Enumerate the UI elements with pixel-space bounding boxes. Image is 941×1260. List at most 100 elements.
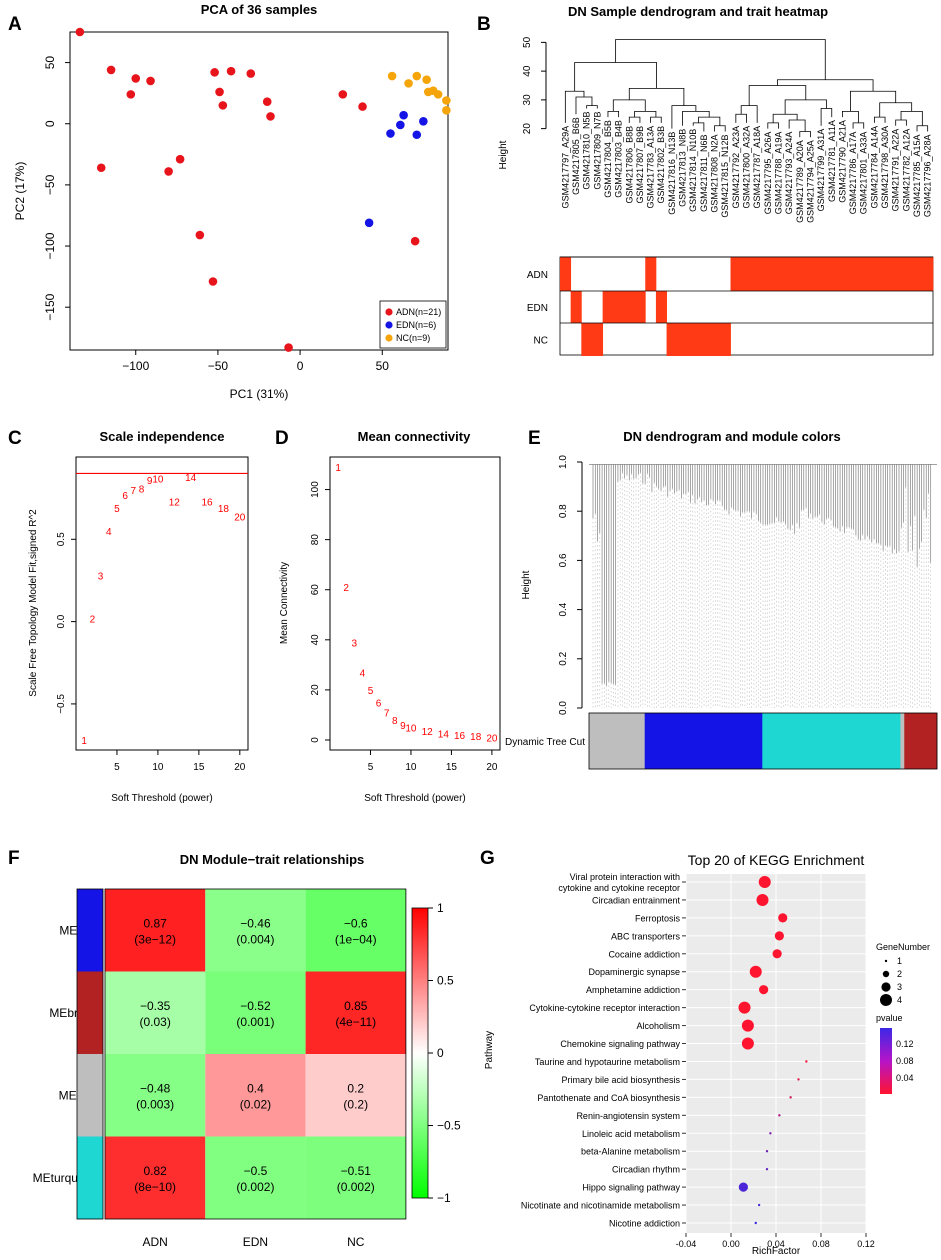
panel-label-b: B: [477, 14, 491, 35]
g-pathway-label: Viral protein interaction with cytokine a…: [558, 872, 680, 893]
b-dendrogram-branch: [628, 87, 685, 106]
pca-point-adn: [338, 90, 348, 99]
b-heat-cell: [677, 323, 689, 356]
f-cbar-label: −0.5: [437, 1119, 461, 1133]
pca-point-nc: [442, 105, 451, 115]
legend-edn: EDN(n=6): [396, 320, 436, 330]
b-sample-label: GSM4217797_A29A: [560, 126, 570, 209]
pca-point-adn: [410, 236, 420, 246]
b-sample-label: GSM4217801_A33A: [859, 132, 869, 215]
b-sample-label: GSM4217815_N12B: [720, 135, 730, 218]
f-heat-cell: [105, 971, 206, 1054]
panel-g: Top 20 of KEGG Enrichment Viral protein …: [484, 852, 930, 1257]
e-module-frame: [588, 712, 938, 770]
b-dendrogram-branch: [586, 105, 598, 109]
pca-point-adn: [210, 68, 219, 77]
f-cell-correlation: −0.35: [140, 999, 171, 1013]
b-sample-label: GSM4217810_N5B: [582, 112, 592, 190]
panel-c: Scale independence 5 10 15 20−0.50.00.5 123…: [28, 429, 249, 804]
f-cell-pvalue: (1e−04): [335, 932, 377, 946]
g-pathway-point: [765, 1167, 769, 1171]
g-pathway-line: Taurine and hypotaurine metabolism: [535, 1057, 680, 1067]
d-power-point: 16: [454, 731, 466, 742]
c-power-point: 6: [122, 491, 128, 502]
f-cbar-label: 0.5: [437, 974, 454, 988]
panel-d-ylabel: Mean Connectivity: [279, 562, 290, 644]
g-pathway-label: Dopaminergic synapse: [588, 967, 680, 977]
b-heat-cell: [560, 257, 572, 291]
f-cell-pvalue: (3e−12): [134, 932, 176, 946]
c-ytick-label: 0.0: [56, 614, 67, 628]
b-dendrogram-branch: [748, 85, 807, 106]
b-dendrogram-branch: [852, 122, 865, 129]
b-heat-cell: [826, 257, 838, 291]
pca-point-edn: [386, 129, 395, 138]
b-dendrogram-branch: [850, 90, 897, 112]
e-module-grey: [589, 713, 645, 769]
panel-d-xlabel: Soft Threshold (power): [364, 793, 466, 804]
pca-point-nc: [433, 90, 443, 99]
panel-c-ylabel: Scale Free Topology Model Fit,signed R^2: [28, 509, 39, 697]
b-ytick-label: 40: [522, 65, 533, 77]
g-pathway-label: Ferroptosis: [635, 913, 681, 923]
f-cell-pvalue: (0.02): [240, 1097, 271, 1111]
b-heat-cell: [730, 257, 742, 291]
color-legend-title: pvalue: [876, 1013, 903, 1023]
b-heat-cell: [570, 291, 582, 323]
g-pathway-line: Cocaine addiction: [608, 949, 680, 959]
b-sample-label: GSM4217795_A26A: [763, 132, 773, 215]
f-heat-cell: [205, 971, 306, 1054]
b-sample-label: GSM4217816_N13B: [667, 132, 677, 215]
a-ytick-label: −100: [43, 232, 57, 259]
b-heat-cell: [741, 257, 753, 291]
d-power-point: 9: [400, 721, 406, 732]
d-xtick-label: 10: [405, 762, 417, 773]
f-col-label: EDN: [243, 1235, 268, 1249]
c-power-point: 14: [185, 473, 197, 484]
pca-point-edn: [364, 218, 374, 228]
g-pathway-point: [797, 1078, 800, 1081]
b-trait-label: EDN: [527, 303, 548, 314]
f-heat-cell: [105, 1054, 206, 1137]
e-ytick-label: 0.4: [558, 602, 569, 616]
f-module-color-brown: [77, 971, 103, 1054]
f-heat-frame: [104, 888, 407, 1220]
d-power-point: 20: [486, 733, 498, 744]
f-cell-correlation: −0.51: [341, 1164, 372, 1178]
g-pathway-label: beta-Alanine metabolism: [581, 1147, 680, 1157]
d-power-point: 2: [343, 583, 349, 594]
e-module-blue: [644, 713, 763, 769]
g-size-legend-dot: [881, 982, 891, 992]
d-ytick-label: 100: [310, 481, 321, 498]
f-heat-cell: [305, 889, 406, 972]
b-sample-label: GSM4217814_N10B: [688, 129, 698, 212]
e-ytick-label: 0.8: [558, 504, 569, 518]
panel-f: DN Module−trait relationships MEblue0.87…: [33, 852, 461, 1249]
legend-dot-adn: [385, 308, 393, 316]
panel-label-d: D: [275, 428, 289, 449]
g-size-legend-dot: [884, 959, 888, 963]
f-cell-pvalue: (0.002): [236, 1180, 274, 1194]
pca-point-adn: [284, 343, 293, 352]
f-heat-cell: [105, 1136, 206, 1219]
pca-point-adn: [75, 27, 85, 37]
panel-a-legend: ADN(n=21) EDN(n=6) NC(n=9): [379, 300, 447, 349]
legend-dot-edn: [385, 321, 393, 329]
g-size-legend-label: 4: [897, 995, 902, 1005]
b-dendrogram-branch: [873, 116, 886, 123]
f-heat-cell: [105, 889, 206, 972]
f-cell-correlation: −0.5: [244, 1164, 268, 1178]
f-cell-pvalue: (0.003): [136, 1097, 174, 1111]
d-xtick-label: 5: [368, 762, 374, 773]
g-pathway-line: Linoleic acid metabolism: [582, 1129, 680, 1139]
g-pathway-label: Renin-angiotensin system: [576, 1111, 680, 1121]
c-power-point: 7: [131, 486, 137, 497]
g-pathway-point: [778, 1114, 781, 1117]
g-pathway-point: [749, 965, 762, 978]
pca-point-nc: [404, 79, 413, 88]
d-xtick-label: 20: [486, 762, 498, 773]
pca-point-adn: [218, 101, 228, 110]
e-module-turquoise: [762, 713, 901, 769]
b-sample-label: GSM4217791_A22A: [891, 129, 901, 212]
f-module-color-blue: [77, 889, 103, 972]
